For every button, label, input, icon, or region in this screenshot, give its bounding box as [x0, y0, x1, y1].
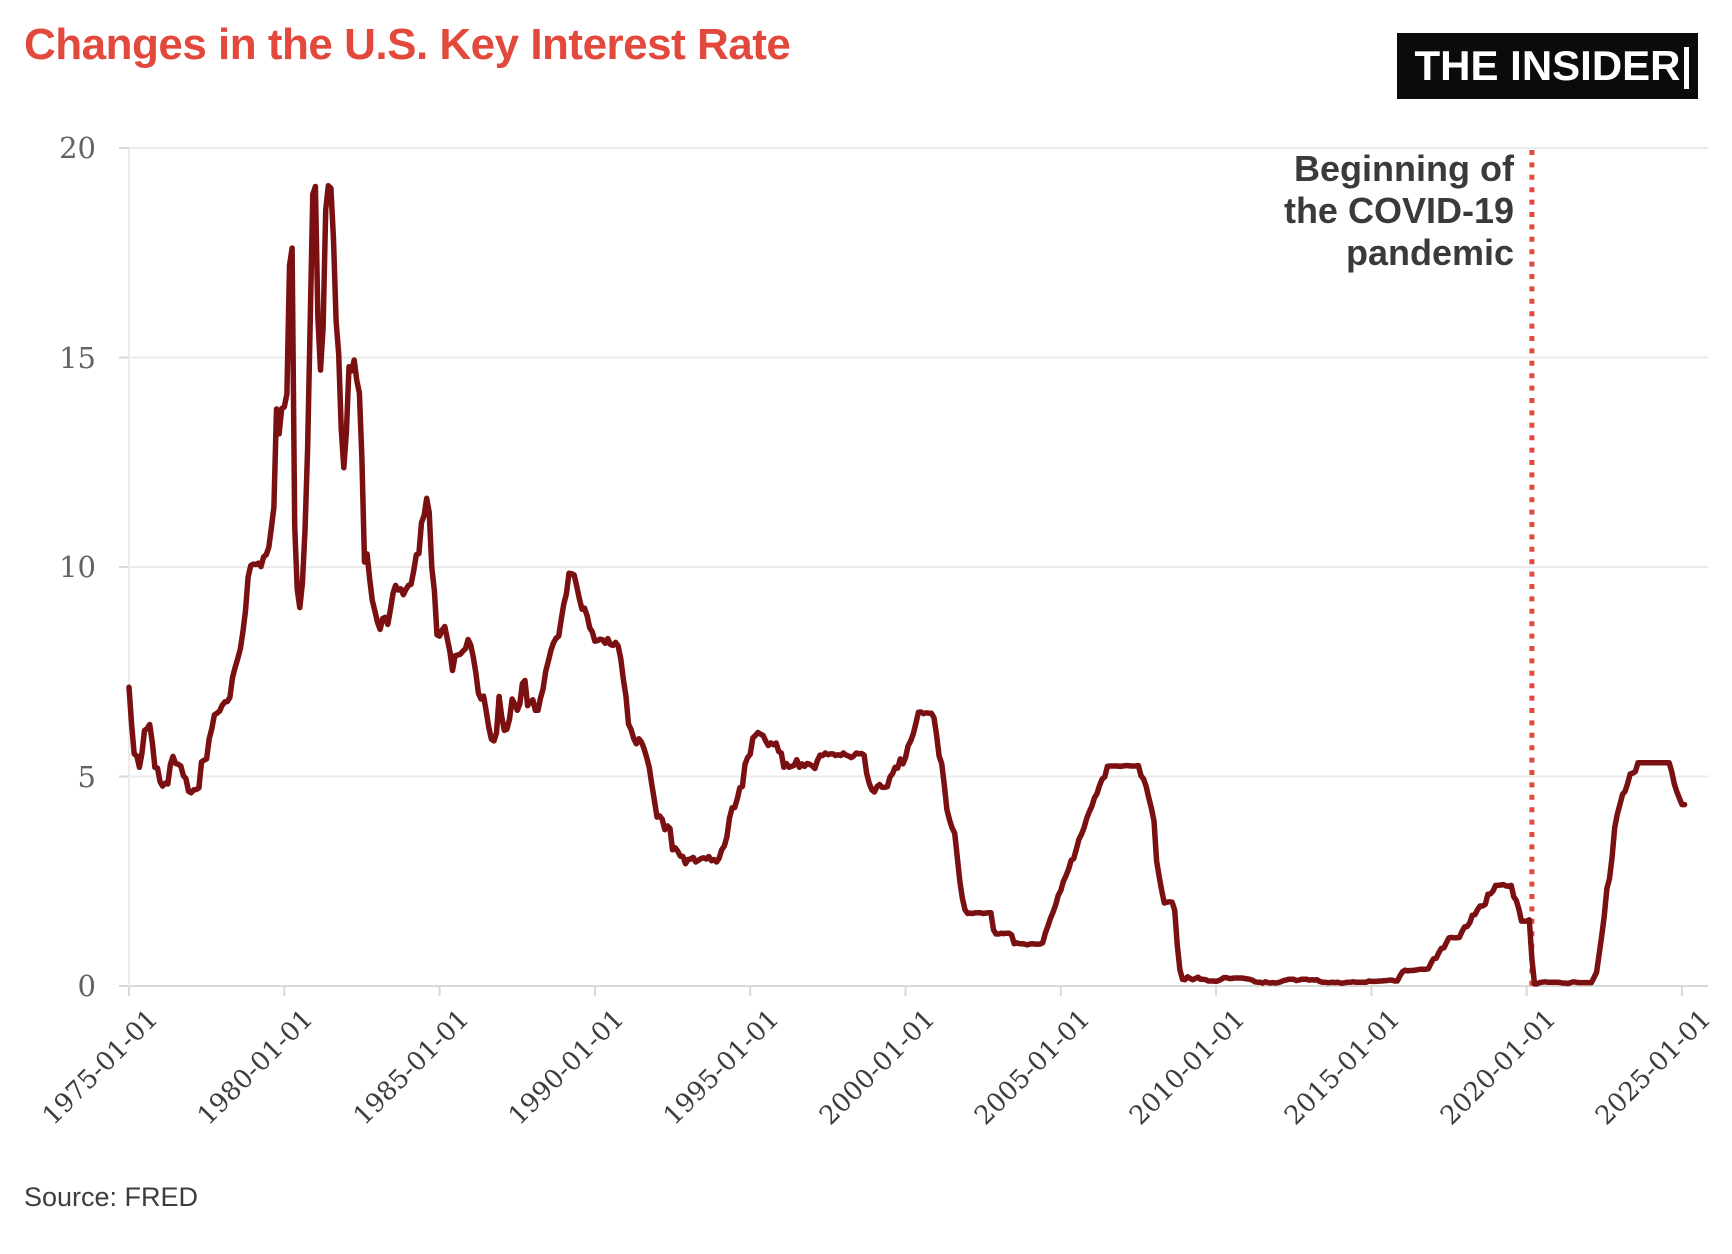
chart-title: Changes in the U.S. Key Interest Rate — [24, 20, 791, 69]
covid-annotation-line2: the COVID-19 — [1283, 190, 1514, 231]
brand-logo-text: THE INSIDER — [1414, 42, 1681, 89]
brand-logo: THE INSIDER — [1397, 33, 1698, 99]
y-tick-label: 0 — [77, 969, 96, 1003]
y-tick-label: 20 — [59, 131, 96, 165]
y-tick-label: 5 — [77, 759, 96, 794]
covid-annotation: Beginning of the COVID-19 pandemic — [1284, 148, 1514, 274]
source-note: Source: FRED — [24, 1182, 199, 1212]
covid-annotation-line3: pandemic — [1345, 232, 1514, 273]
y-tick-label: 15 — [59, 340, 96, 375]
brand-logo-bar — [1684, 47, 1689, 89]
y-tick-label: 10 — [59, 550, 96, 584]
interest-rate-series-line — [126, 182, 1688, 987]
covid-annotation-line1: Beginning of — [1294, 148, 1514, 189]
